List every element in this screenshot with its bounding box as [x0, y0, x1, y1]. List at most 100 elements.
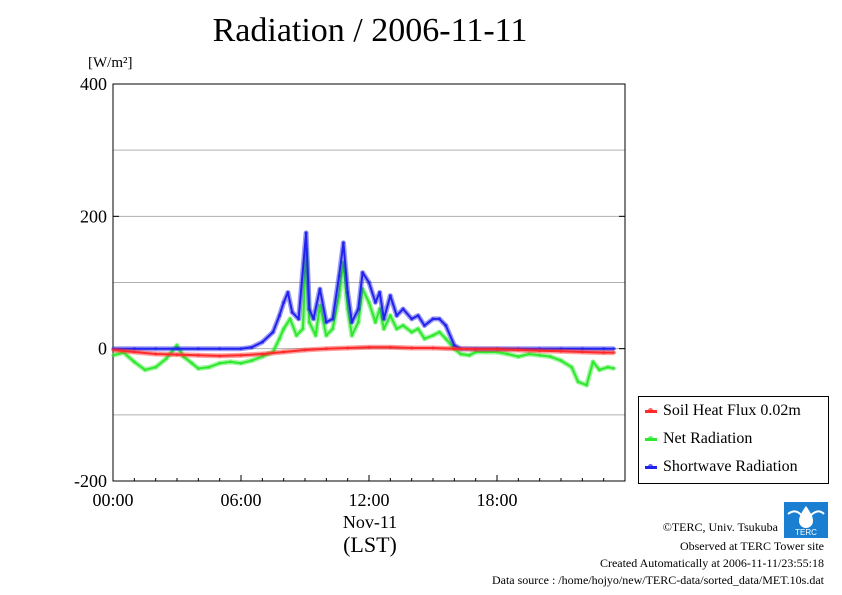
data-point-net	[239, 361, 243, 365]
data-point-shortwave	[154, 347, 158, 351]
x-axis-date-label: Nov-11	[342, 512, 398, 532]
data-point-net	[277, 337, 281, 341]
data-point-soil	[516, 348, 520, 352]
data-point-net	[416, 327, 420, 331]
data-point-net	[527, 352, 531, 356]
data-point-shortwave	[218, 347, 222, 351]
data-point-shortwave	[612, 347, 616, 351]
data-point-net	[350, 333, 354, 338]
data-point-shortwave	[311, 317, 316, 321]
data-point-net	[459, 352, 463, 356]
y-axis-unit: [W/m²]	[88, 55, 133, 71]
data-point-shortwave	[304, 231, 308, 235]
data-point-net	[495, 350, 499, 354]
data-point-soil	[303, 348, 307, 352]
data-point-soil	[559, 349, 563, 353]
data-point-shortwave	[580, 347, 584, 351]
y-tick-label: 400	[80, 74, 107, 94]
data-point-net	[606, 365, 610, 369]
data-point-net	[337, 294, 341, 298]
data-point-net	[422, 337, 427, 341]
y-tick-label: 200	[80, 206, 107, 226]
data-point-soil	[612, 351, 616, 355]
data-point-net	[570, 365, 574, 369]
data-point-net	[484, 350, 488, 354]
footer-created: Created Automatically at 2006-11-11/23:5…	[599, 556, 824, 570]
legend-swatch-soil	[645, 407, 657, 413]
footer-source: Data source : /home/hojyo/new/TERC-data/…	[491, 573, 824, 587]
legend-item-net: Net Radiation	[645, 428, 752, 450]
data-point-soil	[580, 350, 584, 354]
data-point-net	[378, 307, 382, 311]
legend-label-net: Net Radiation	[663, 430, 753, 447]
data-point-net	[260, 355, 264, 359]
data-point-net	[516, 355, 520, 359]
data-point-soil	[452, 347, 456, 351]
data-point-soil	[132, 350, 136, 354]
data-point-net	[132, 360, 136, 364]
data-point-shortwave	[395, 313, 399, 318]
data-point-soil	[495, 347, 499, 351]
data-point-net	[282, 327, 286, 331]
x-tick-label: 12:00	[348, 490, 389, 510]
data-point-shortwave	[410, 317, 414, 321]
data-point-net	[164, 356, 168, 361]
data-point-soil	[346, 346, 350, 350]
legend-box: Soil Heat Flux 0.02m Net Radiation Short…	[638, 396, 829, 484]
data-point-net	[559, 358, 563, 363]
data-point-shortwave	[444, 323, 448, 328]
data-point-net	[401, 323, 405, 328]
data-point-net	[294, 333, 299, 338]
data-point-shortwave	[297, 317, 301, 321]
data-point-soil	[260, 352, 264, 356]
x-tick-label: 06:00	[220, 490, 261, 510]
data-point-soil	[154, 352, 158, 356]
data-point-net	[301, 327, 305, 331]
data-point-soil	[324, 347, 328, 351]
chart-title: Radiation / 2006-11-11	[212, 12, 528, 49]
data-point-shortwave	[290, 310, 294, 314]
data-point-shortwave	[132, 347, 136, 351]
legend-item-soil: Soil Heat Flux 0.02m	[645, 400, 801, 422]
legend-item-shortwave: Shortwave Radiation	[645, 456, 798, 478]
x-tick-label: 00:00	[92, 490, 133, 510]
footer-copyright: ©TERC, Univ. Tsukuba	[662, 520, 778, 534]
data-point-shortwave	[361, 270, 365, 275]
data-point-net	[382, 327, 386, 331]
series-glow-net	[112, 246, 615, 388]
data-point-net	[207, 365, 211, 369]
data-point-soil	[431, 346, 435, 350]
data-point-net	[228, 360, 232, 364]
data-point-net	[410, 330, 414, 334]
data-point-shortwave	[416, 313, 420, 318]
data-point-shortwave	[196, 347, 200, 351]
data-point-shortwave	[401, 307, 405, 311]
data-point-shortwave	[250, 345, 254, 349]
data-point-shortwave	[350, 320, 354, 324]
data-point-soil	[538, 349, 542, 353]
x-tick-label: 18:00	[476, 490, 517, 510]
data-point-soil	[175, 353, 179, 357]
series-line-net	[112, 248, 615, 387]
data-point-net	[612, 366, 616, 371]
data-point-net	[324, 333, 328, 338]
data-point-shortwave	[239, 347, 243, 351]
data-point-soil	[111, 348, 115, 352]
data-point-shortwave	[318, 287, 322, 291]
data-point-shortwave	[422, 323, 427, 328]
data-point-net	[576, 380, 580, 384]
data-point-shortwave	[356, 307, 360, 311]
data-point-net	[591, 360, 595, 364]
data-point-net	[597, 368, 602, 372]
data-point-soil	[388, 345, 392, 349]
data-point-shortwave	[378, 290, 382, 295]
data-point-shortwave	[341, 241, 345, 245]
data-point-net	[444, 337, 448, 341]
data-point-net	[361, 287, 365, 291]
y-tick-label: 0	[98, 339, 107, 359]
data-point-net	[218, 361, 222, 365]
data-point-net	[154, 365, 158, 369]
data-point-net	[307, 320, 311, 324]
data-point-net	[437, 330, 441, 334]
data-point-net	[143, 368, 147, 372]
